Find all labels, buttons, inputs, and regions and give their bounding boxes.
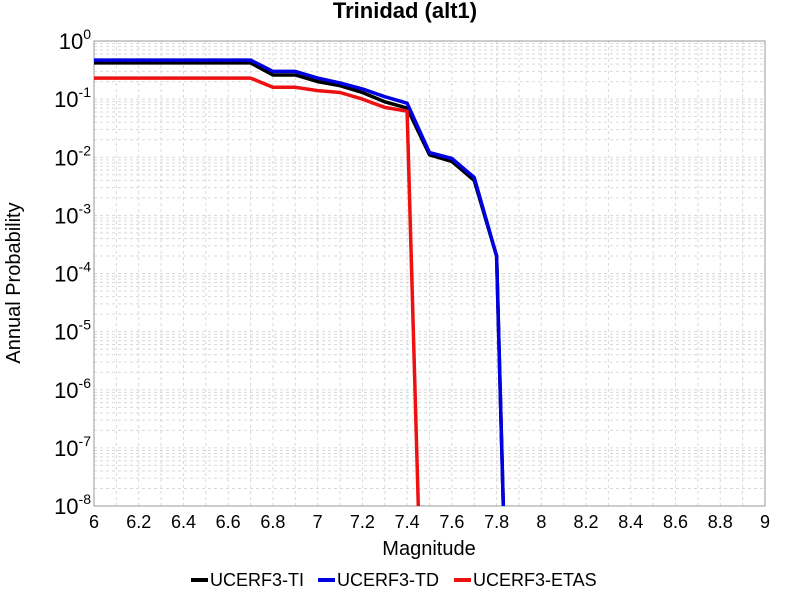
legend: UCERF3-TI UCERF3-TD UCERF3-ETAS bbox=[191, 570, 597, 590]
series-line-ucerf3-ti bbox=[94, 61, 506, 507]
x-tick-label: 6.2 bbox=[126, 512, 151, 532]
y-tick-label: 10-4 bbox=[54, 259, 91, 287]
series-line-ucerf3-etas bbox=[94, 76, 421, 507]
x-tick-label: 8.2 bbox=[574, 512, 599, 532]
series-lines bbox=[94, 58, 506, 507]
x-tick-label: 7.6 bbox=[439, 512, 464, 532]
x-tick-label: 7.8 bbox=[484, 512, 509, 532]
y-tick-label: 10-2 bbox=[54, 142, 91, 170]
legend-label: UCERF3-TI bbox=[210, 570, 304, 590]
x-tick-label: 8.6 bbox=[663, 512, 688, 532]
x-tick-label: 6.6 bbox=[216, 512, 241, 532]
chart-title: Trinidad (alt1) bbox=[333, 0, 477, 23]
y-tick-label: 10-7 bbox=[54, 433, 91, 461]
x-tick-label: 6.4 bbox=[171, 512, 196, 532]
x-axis-title: Magnitude bbox=[382, 538, 475, 560]
x-tick-label: 8.8 bbox=[708, 512, 733, 532]
x-tick-label: 6 bbox=[89, 512, 99, 532]
grid-lines bbox=[93, 40, 766, 507]
series-line-ucerf3-td bbox=[94, 58, 506, 507]
y-tick-label: 10-8 bbox=[54, 491, 91, 519]
x-tick-label: 6.8 bbox=[260, 512, 285, 532]
x-tick-label: 8.4 bbox=[618, 512, 643, 532]
plot-frame bbox=[93, 40, 766, 507]
y-tick-labels: 100 10-1 10-2 10-3 10-4 10-5 10-6 10-7 10-8 bbox=[54, 26, 91, 519]
y-tick-label: 10-3 bbox=[54, 200, 91, 228]
x-tick-label: 7.4 bbox=[395, 512, 420, 532]
x-tick-label: 9 bbox=[760, 512, 770, 532]
y-tick-label: 100 bbox=[59, 26, 91, 54]
x-tick-label: 7.2 bbox=[350, 512, 375, 532]
legend-label: UCERF3-TD bbox=[337, 570, 439, 590]
y-axis-title: Annual Probability bbox=[3, 202, 25, 363]
y-tick-label: 10-6 bbox=[54, 375, 91, 403]
x-tick-label: 7 bbox=[313, 512, 323, 532]
y-tick-label: 10-1 bbox=[54, 84, 91, 112]
x-tick-label: 8 bbox=[536, 512, 546, 532]
legend-label: UCERF3-ETAS bbox=[473, 570, 597, 590]
y-tick-label: 10-5 bbox=[54, 317, 91, 345]
x-tick-labels: 6 6.2 6.4 6.6 6.8 7 7.2 7.4 7.6 7.8 8 8.2 8.4 8.6 8.8 9 bbox=[89, 512, 770, 532]
